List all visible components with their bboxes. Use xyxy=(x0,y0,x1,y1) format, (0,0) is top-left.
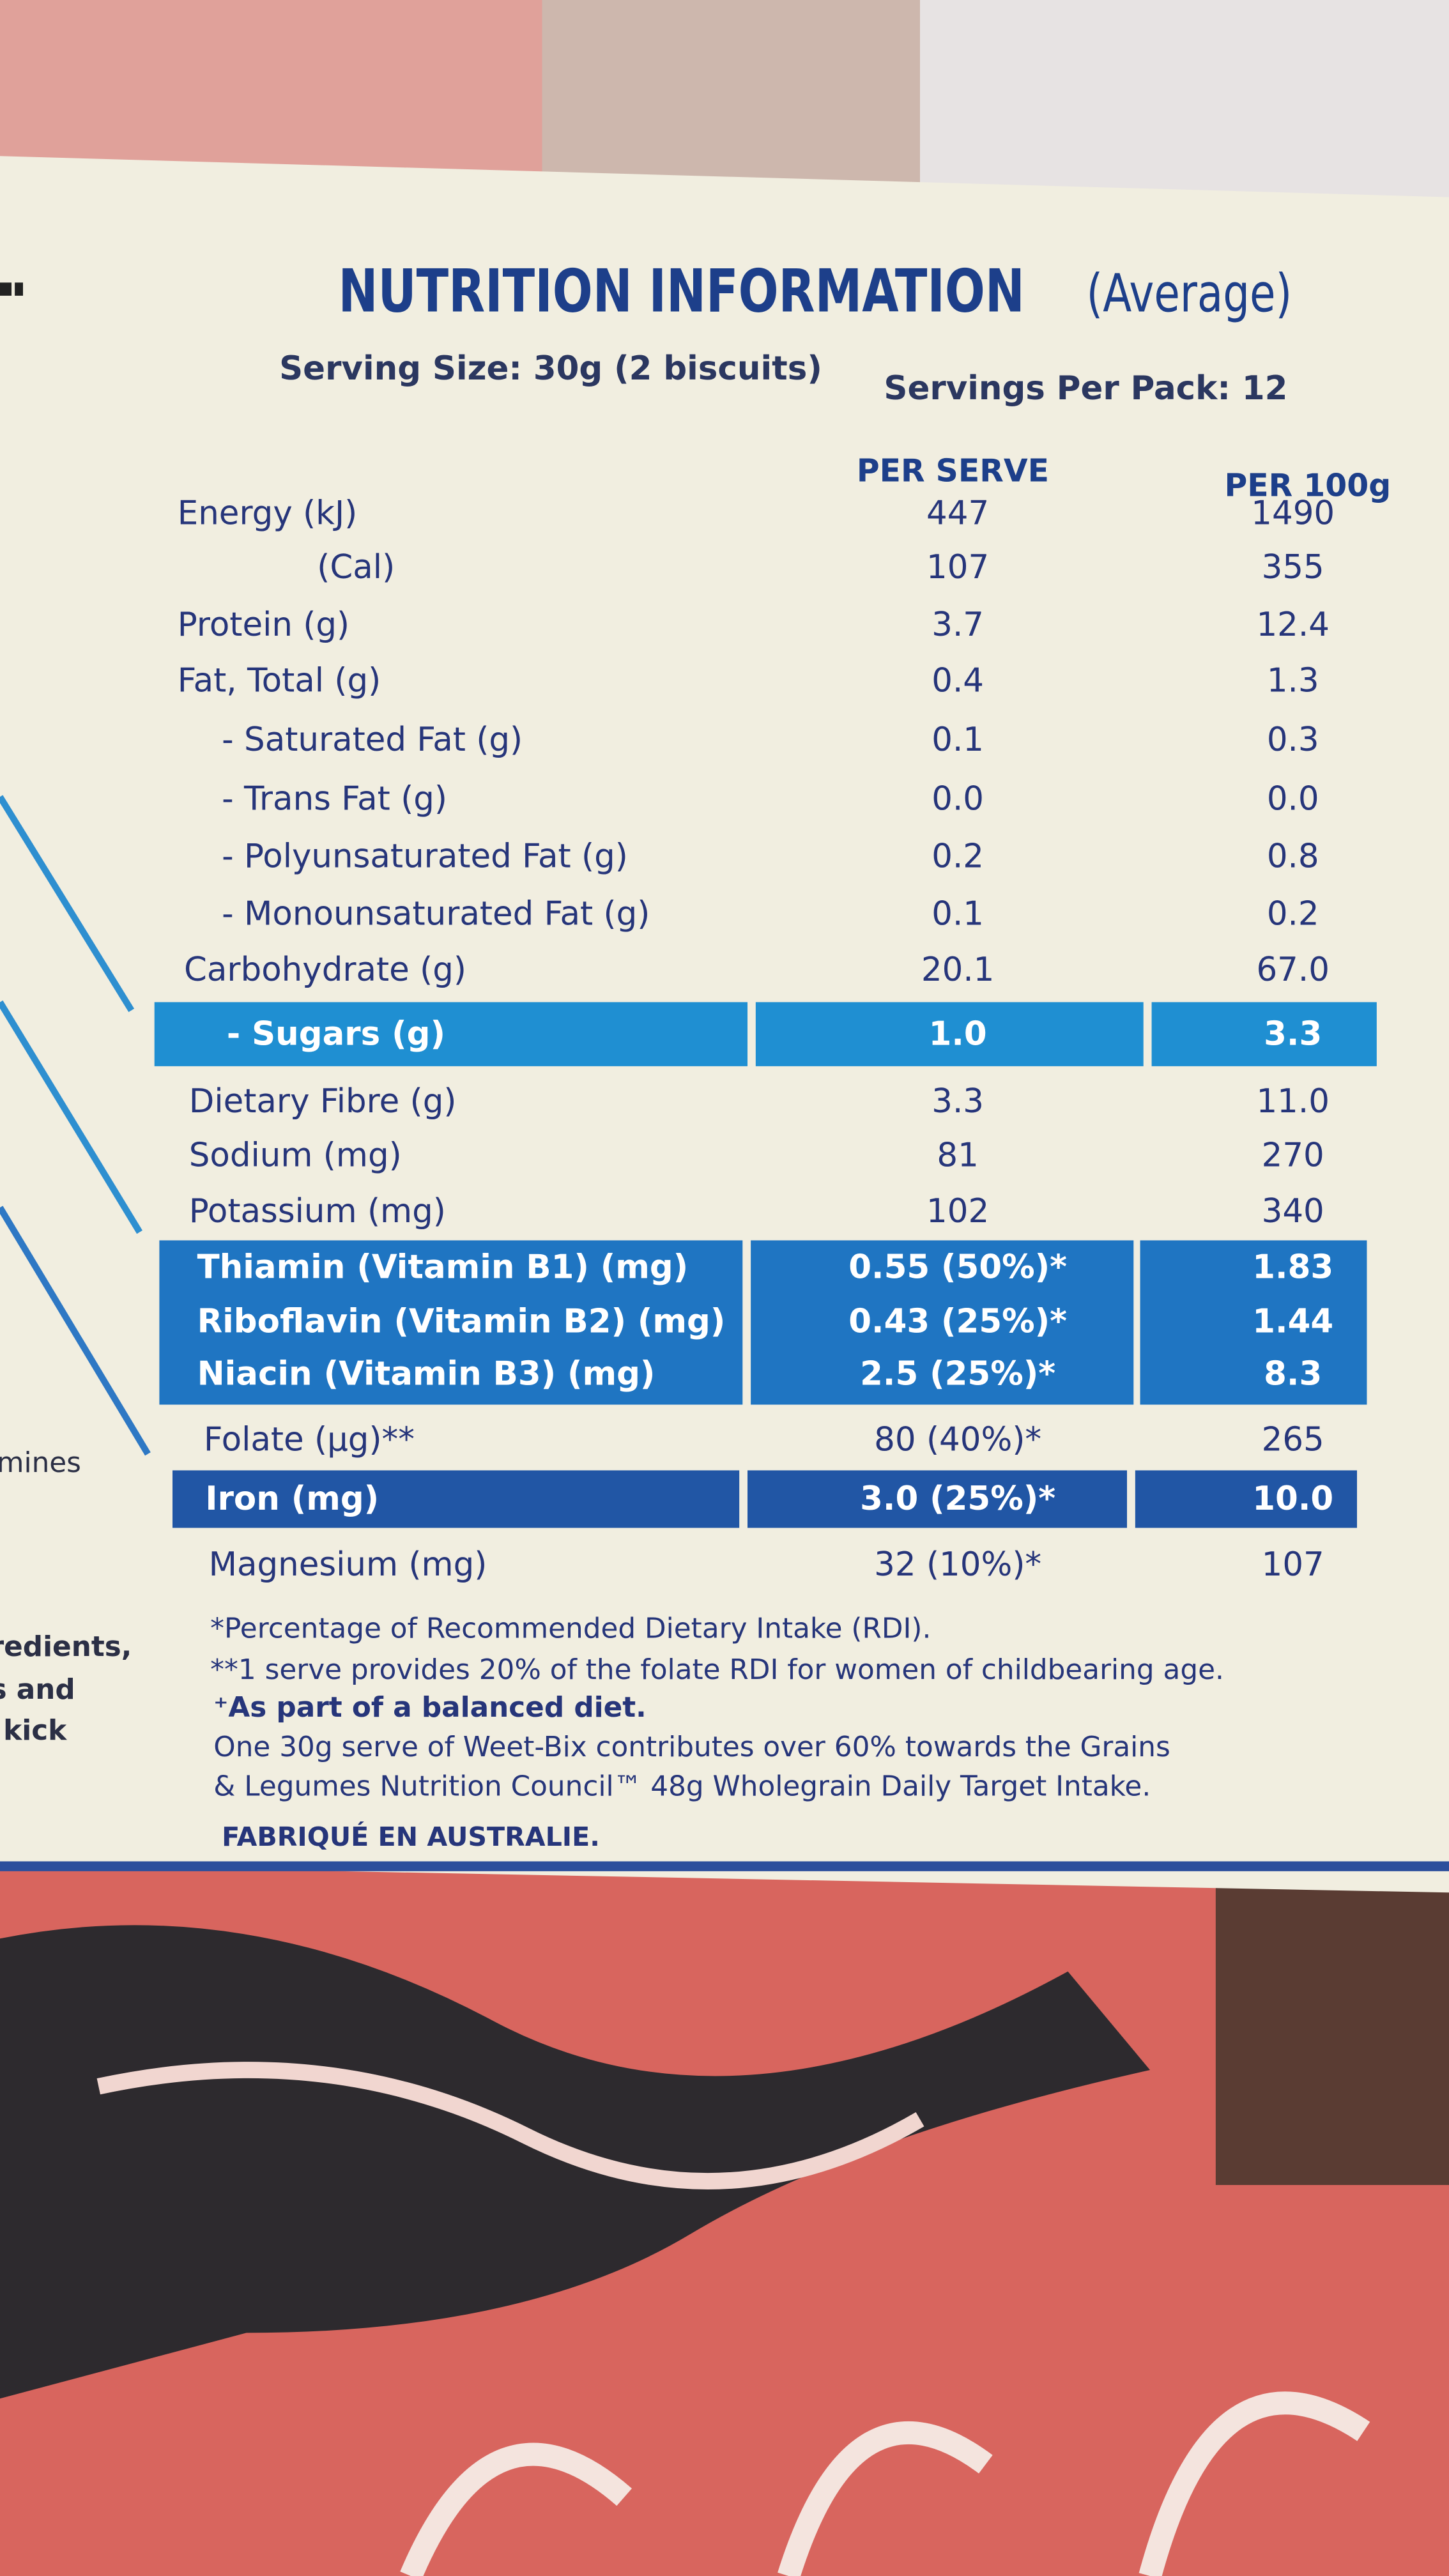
row-label: Thiamin (Vitamin B1) (mg) xyxy=(197,1246,689,1287)
title-line: NUTRITION INFORMATION (Average) xyxy=(252,259,1318,326)
row-label: Riboflavin (Vitamin B2) (mg) xyxy=(197,1301,726,1341)
row-label: Niacin (Vitamin B3) (mg) xyxy=(197,1353,656,1393)
per-serve-value: 3.7 xyxy=(931,604,985,645)
decor-line xyxy=(0,795,135,1013)
row-label: Fat, Total (g) xyxy=(177,660,381,700)
column-header: PER SERVE xyxy=(856,453,1050,490)
hand xyxy=(1215,1856,1449,2186)
serving-size: Serving Size: 30g (2 biscuits) xyxy=(279,348,822,388)
per-100g-value: 1.3 xyxy=(1266,660,1319,700)
per-100g-value: 11.0 xyxy=(1256,1081,1330,1121)
per-serve-value: 102 xyxy=(926,1191,990,1231)
per-serve-value: 81 xyxy=(937,1135,979,1175)
row-label: - Trans Fat (g) xyxy=(222,778,447,818)
per-100g-value: 8.3 xyxy=(1264,1353,1322,1393)
per-serve-value: 0.55 (50%)* xyxy=(848,1246,1068,1287)
per-100g-value: 67.0 xyxy=(1256,949,1330,990)
per-serve-value: 0.1 xyxy=(931,719,985,760)
row-label: Iron (mg) xyxy=(205,1478,379,1519)
per-serve-value: 3.3 xyxy=(931,1081,985,1121)
per-serve-value: 447 xyxy=(926,493,990,533)
title-note: (Average) xyxy=(1087,262,1292,325)
per-100g-value: 1.83 xyxy=(1252,1246,1334,1287)
per-100g-value: 3.3 xyxy=(1264,1013,1322,1054)
decor-line xyxy=(0,1206,151,1456)
per-100g-value: 0.3 xyxy=(1266,719,1319,760)
cut-off-text: kick xyxy=(3,1715,67,1749)
highlight xyxy=(1135,1470,1358,1528)
per-100g-value: 0.2 xyxy=(1266,893,1319,933)
per-serve-value: 80 (40%)* xyxy=(874,1419,1042,1459)
highlight xyxy=(1140,1240,1367,1405)
per-100g-value: 340 xyxy=(1261,1191,1324,1231)
row-label: - Polyunsaturated Fat (g) xyxy=(222,836,628,876)
per-serve-value: 1.0 xyxy=(928,1013,987,1054)
top-blur-white xyxy=(920,0,1449,214)
row-label: (Cal) xyxy=(317,547,395,587)
row-label: Carbohydrate (g) xyxy=(184,949,466,990)
servings-per-pack: Servings Per Pack: 12 xyxy=(884,368,1288,408)
column-header: PER 100g xyxy=(1224,468,1392,505)
cut-off-text: s and xyxy=(0,1674,75,1707)
highlight xyxy=(751,1240,1134,1405)
per-100g-value: 12.4 xyxy=(1256,604,1330,645)
per-100g-value: 1.44 xyxy=(1252,1301,1334,1341)
cut-off-text: mines xyxy=(0,1447,81,1480)
per-serve-value: 0.43 (25%)* xyxy=(848,1301,1068,1341)
footnote: **1 serve provides 20% of the folate RDI… xyxy=(210,1654,1224,1687)
per-100g-value: 270 xyxy=(1261,1135,1324,1175)
highlight xyxy=(1151,1002,1377,1066)
per-100g-value: 107 xyxy=(1261,1544,1324,1584)
footnote: ⁺As part of a balanced diet. xyxy=(213,1692,647,1726)
decor-line xyxy=(0,1000,142,1234)
per-serve-value: 20.1 xyxy=(921,949,995,990)
card-edge xyxy=(0,1861,1449,1871)
per-serve-value: 0.4 xyxy=(931,660,985,700)
highlight xyxy=(154,1002,748,1066)
per-serve-value: 32 (10%)* xyxy=(874,1544,1042,1584)
row-label: - Sugars (g) xyxy=(226,1013,445,1054)
row-label: - Saturated Fat (g) xyxy=(222,719,523,760)
made-in: FABRIQUÉ EN AUSTRALIE. xyxy=(222,1821,600,1853)
highlight xyxy=(755,1002,1144,1066)
cut-off-text: redients, xyxy=(0,1631,132,1664)
highlight xyxy=(172,1470,740,1528)
per-serve-value: 107 xyxy=(926,547,990,587)
per-100g-value: 10.0 xyxy=(1252,1478,1334,1519)
top-blur-pink xyxy=(0,0,542,181)
fabric-stripe xyxy=(400,2391,1370,2576)
edge-mark xyxy=(15,282,24,296)
footnote: One 30g serve of Weet-Bix contributes ov… xyxy=(213,1731,1170,1765)
row-label: Magnesium (mg) xyxy=(208,1544,487,1584)
row-label: Potassium (mg) xyxy=(188,1191,446,1231)
per-serve-value: 0.2 xyxy=(931,836,985,876)
row-label: Dietary Fibre (g) xyxy=(188,1081,457,1121)
per-serve-value: 3.0 (25%)* xyxy=(860,1478,1056,1519)
per-100g-value: 0.8 xyxy=(1266,836,1319,876)
per-serve-value: 0.1 xyxy=(931,893,985,933)
row-label: Protein (g) xyxy=(177,604,350,645)
highlight xyxy=(747,1470,1128,1528)
row-label: - Monounsaturated Fat (g) xyxy=(222,893,650,933)
per-serve-value: 0.0 xyxy=(931,778,985,818)
edge-mark xyxy=(0,282,12,296)
row-label: Energy (kJ) xyxy=(177,493,358,533)
highlight xyxy=(159,1240,743,1405)
row-label: Folate (µg)** xyxy=(203,1419,415,1459)
fabric-stripe xyxy=(96,2062,924,2189)
footnote: *Percentage of Recommended Dietary Intak… xyxy=(210,1613,931,1646)
per-serve-value: 2.5 (25%)* xyxy=(860,1353,1056,1393)
footnote: & Legumes Nutrition Council™ 48g Wholegr… xyxy=(213,1771,1151,1804)
per-100g-value: 0.0 xyxy=(1266,778,1319,818)
per-100g-value: 355 xyxy=(1261,547,1324,587)
per-100g-value: 1490 xyxy=(1251,493,1335,533)
title: NUTRITION INFORMATION xyxy=(338,259,1025,326)
per-100g-value: 265 xyxy=(1261,1419,1324,1459)
row-label: Sodium (mg) xyxy=(188,1135,402,1175)
